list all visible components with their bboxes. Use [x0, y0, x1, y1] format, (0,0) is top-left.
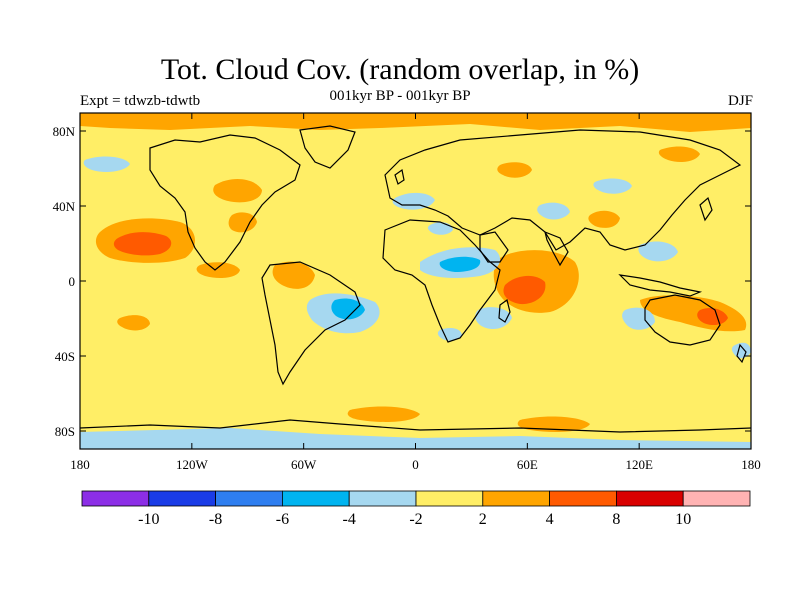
tibet-anomaly [588, 210, 620, 228]
madagascar-coast [498, 298, 511, 323]
lon-tick-label: 120W [176, 457, 209, 472]
colorbar-swatch [281, 490, 350, 507]
lon-tick-label: 120E [625, 457, 653, 472]
central-pacific-anomaly [196, 262, 240, 278]
lon-tick-label: 180 [70, 457, 90, 472]
southern-ocean-anomaly-1 [347, 406, 420, 422]
australia-anomaly [622, 307, 655, 330]
lat-tick-label: 0 [69, 274, 76, 289]
nz-coast [736, 343, 747, 364]
lat-tick-label: 80S [55, 424, 75, 439]
colorbar-swatch [81, 490, 150, 507]
lon-tick-label: 60E [517, 457, 538, 472]
labrador-anomaly [228, 212, 257, 233]
arctic-anomaly [80, 113, 751, 132]
uk-coast [394, 168, 405, 185]
colorbar-swatch [415, 490, 484, 507]
lon-tick-label: 180 [741, 457, 761, 472]
eurasia-coast [384, 129, 742, 251]
africa-indian-core [503, 275, 546, 305]
madagascar-anomaly [475, 307, 512, 330]
chart-subtitle: 001kyr BP - 001kyr BP [329, 88, 471, 104]
amazon-anomaly [272, 261, 315, 289]
colorbar-swatch [482, 490, 550, 507]
colorbar-swatch [148, 490, 217, 507]
colorbar-label: -8 [209, 511, 222, 528]
nz-anomaly [731, 342, 751, 359]
north-atlantic-anomaly [213, 178, 262, 203]
colorbar-label: -6 [276, 511, 289, 528]
south-america-coast [261, 261, 361, 386]
india-anomaly [537, 202, 570, 220]
australia-coast [644, 294, 721, 346]
colorbar-swatch [682, 490, 751, 507]
colorbar-label: -10 [138, 511, 159, 528]
siberia-anomaly [658, 146, 700, 162]
positive-anomalies [80, 113, 751, 432]
negative-anomalies [80, 156, 751, 449]
africa-coast [382, 219, 501, 343]
coastlines [80, 125, 751, 433]
map-field [80, 113, 751, 449]
antarctic-anomaly [80, 428, 751, 449]
central-atlantic-anomaly [427, 222, 453, 235]
south-africa-anomaly [437, 328, 462, 341]
colorbar: -10 -8 -6 -4 -2 2 4 8 10 [81, 490, 751, 528]
season-label: DJF [727, 93, 753, 109]
colorbar-label: 10 [675, 511, 691, 528]
antarctica-coast [80, 419, 751, 433]
west-pacific-anomaly [638, 241, 678, 262]
japan-coast [699, 196, 713, 222]
chart-title: Tot. Cloud Cov. (random overlap, in %) [160, 53, 640, 86]
indonesia-coast [618, 274, 703, 297]
india-coast [544, 231, 569, 267]
greenland-coast [299, 125, 356, 169]
colorbar-swatch [348, 490, 417, 507]
north-asia-anomaly [497, 162, 532, 178]
brazil-core [331, 298, 365, 320]
se-pacific-anomaly [117, 315, 150, 331]
arabia-core [439, 256, 481, 272]
map-background [80, 113, 751, 449]
north-america-coast [149, 134, 301, 271]
lat-tick-label: 80N [53, 124, 76, 139]
lat-tick-label: 40N [53, 199, 76, 214]
lat-tick-label: 40S [55, 349, 75, 364]
arabia-coast [479, 231, 509, 263]
colorbar-label: -2 [409, 511, 422, 528]
latitude-axis: 80N 40N 0 40S 80S [53, 124, 751, 439]
experiment-label: Expt = tdwzb-tdwtb [80, 93, 201, 109]
colorbar-label: 2 [479, 511, 487, 528]
north-pacific-core [113, 232, 172, 256]
greenland-anomaly [83, 156, 130, 172]
colorbar-label: 4 [546, 511, 554, 528]
colorbar-swatch [616, 490, 684, 507]
australia-core [697, 307, 728, 326]
colorbar-label: 8 [612, 511, 620, 528]
north-asia-neg-anomaly [593, 178, 632, 194]
colorbar-swatch [215, 490, 283, 507]
lon-tick-label: 0 [412, 457, 419, 472]
colorbar-swatch [549, 490, 617, 507]
lon-tick-label: 60W [291, 457, 317, 472]
colorbar-label: -4 [343, 511, 356, 528]
longitude-axis: 180 120W 60W 0 60E 120E 180 [70, 113, 761, 472]
